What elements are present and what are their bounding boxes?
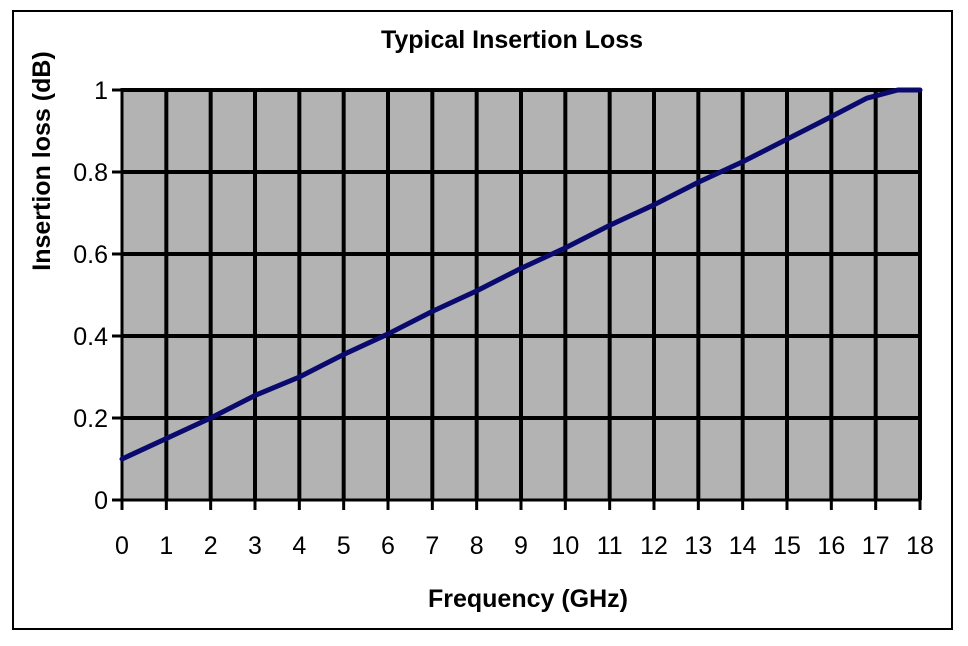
x-tick-label: 0 bbox=[115, 532, 129, 560]
x-tick-label: 8 bbox=[470, 532, 484, 560]
y-tick-label: 1 bbox=[94, 77, 108, 105]
chart-title: Typical Insertion Loss bbox=[381, 26, 643, 54]
y-tick-label: 0.2 bbox=[73, 405, 108, 433]
x-tick-label: 9 bbox=[514, 532, 528, 560]
x-tick-label: 17 bbox=[862, 532, 890, 560]
x-tick-label: 18 bbox=[906, 532, 934, 560]
x-tick-label: 13 bbox=[684, 532, 712, 560]
x-tick-label: 11 bbox=[597, 532, 623, 560]
x-tick-label: 6 bbox=[381, 532, 395, 560]
x-tick-label: 10 bbox=[551, 532, 579, 560]
x-tick-label: 16 bbox=[817, 532, 845, 560]
x-tick-label: 15 bbox=[773, 532, 801, 560]
x-tick-label: 12 bbox=[640, 532, 668, 560]
x-tick-label: 7 bbox=[425, 532, 439, 560]
x-tick-label: 1 bbox=[159, 532, 173, 560]
x-tick-label: 4 bbox=[292, 532, 306, 560]
y-tick-label: 0.8 bbox=[73, 159, 108, 187]
x-tick-label: 5 bbox=[337, 532, 351, 560]
y-axis-label: Insertion loss (dB) bbox=[28, 51, 56, 270]
x-tick-label: 2 bbox=[204, 532, 218, 560]
x-tick-label: 3 bbox=[248, 532, 262, 560]
y-tick-label: 0.6 bbox=[73, 241, 108, 269]
y-tick-label: 0 bbox=[94, 487, 108, 515]
y-tick-label: 0.4 bbox=[73, 323, 108, 351]
series-line bbox=[119, 87, 923, 462]
x-axis-label: Frequency (GHz) bbox=[428, 585, 628, 613]
x-tick-label: 14 bbox=[729, 532, 757, 560]
